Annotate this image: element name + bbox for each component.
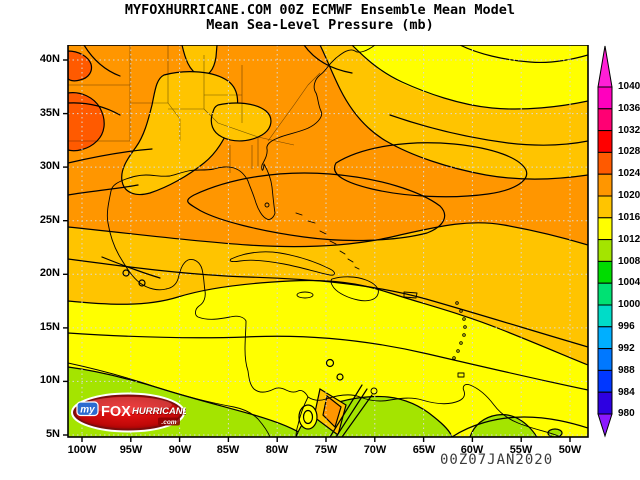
pressure-map: [63, 45, 589, 442]
cb-label-1028: 1028: [618, 146, 640, 157]
colorbar-arrow-bottom: [597, 413, 613, 438]
lat-label-20n: 20N: [39, 267, 60, 279]
lon-label-90w: 90W: [168, 444, 192, 456]
lon-label-95w: 95W: [119, 444, 143, 456]
colorbar-seg-1028-1032: [597, 130, 613, 153]
logo-my-badge: [76, 401, 99, 417]
axis-ticks: [63, 59, 571, 442]
lat-label-25n: 25N: [39, 214, 60, 226]
colorbar-seg-988-992: [597, 348, 613, 371]
colorbar: [597, 45, 613, 438]
lon-label-85w: 85W: [216, 444, 240, 456]
chart-title: MYFOXHURRICANE.COM 00Z ECMWF Ensemble Me…: [0, 3, 640, 33]
colorbar-seg-1024-1028: [597, 151, 613, 175]
colorbar-seg-992-996: [597, 326, 613, 350]
logo-com-text: .com: [161, 419, 176, 426]
coastlines: [68, 45, 561, 437]
contour-lines: [68, 45, 588, 437]
colorbar-seg-980-984: [597, 391, 613, 415]
chart-title-line1: MYFOXHURRICANE.COM 00Z ECMWF Ensemble Me…: [124, 2, 516, 18]
lat-label-35n: 35N: [39, 107, 60, 119]
colorbar-seg-1000-1004: [597, 282, 613, 306]
cb-label-980: 980: [618, 408, 635, 419]
cb-label-1024: 1024: [618, 168, 640, 179]
lat-label-30n: 30N: [39, 160, 60, 172]
cb-label-1000: 1000: [618, 299, 640, 310]
lon-label-80w: 80W: [265, 444, 289, 456]
cb-label-996: 996: [618, 321, 635, 332]
cb-label-1040: 1040: [618, 81, 640, 92]
lon-label-75w: 75W: [314, 444, 338, 456]
grid-lines: [68, 45, 588, 437]
cb-label-1016: 1016: [618, 212, 640, 223]
colorbar-seg-1020-1024: [597, 173, 613, 197]
chart-title-line2: Mean Sea-Level Pressure (mb): [206, 17, 434, 33]
colorbar-seg-984-988: [597, 369, 613, 393]
lon-label-70w: 70W: [363, 444, 387, 456]
lon-label-55w: 55W: [509, 444, 533, 456]
cb-label-1032: 1032: [618, 125, 640, 136]
logo-hurricane-text: HURRICANE: [132, 406, 186, 417]
pressure-fills: [68, 45, 588, 437]
lat-label-40n: 40N: [39, 53, 60, 65]
cb-label-1036: 1036: [618, 103, 640, 114]
lon-label-60w: 60W: [460, 444, 484, 456]
map-frame: [67, 45, 589, 438]
cb-label-1020: 1020: [618, 190, 640, 201]
run-timestamp: 00Z07JAN2020: [440, 452, 554, 468]
cb-label-1008: 1008: [618, 256, 640, 267]
cb-label-1012: 1012: [618, 234, 640, 245]
colorbar-seg-1008-1012: [597, 239, 613, 262]
colorbar-seg-1004-1008: [597, 260, 613, 284]
colorbar-seg-996-1000: [597, 304, 613, 328]
logo-fox-text: FOX: [101, 404, 131, 420]
lat-label-10n: 10N: [39, 374, 60, 386]
colorbar-arrow-top: [597, 45, 613, 88]
myfoxhurricane-logo: my FOX HURRICANE HURRICANE .com: [71, 392, 187, 433]
cb-label-1004: 1004: [618, 277, 640, 288]
colorbar-seg-1012-1016: [597, 217, 613, 241]
state-borders: [68, 45, 321, 173]
lon-label-50w: 50W: [558, 444, 582, 456]
colorbar-seg-1036-1040: [597, 86, 613, 110]
logo-hurricane-shadow: HURRICANE: [133, 407, 187, 418]
lat-label-5n: 5N: [45, 428, 60, 440]
lon-label-100w: 100W: [67, 444, 97, 456]
lon-label-65w: 65W: [412, 444, 436, 456]
cb-label-984: 984: [618, 387, 635, 398]
cb-label-992: 992: [618, 343, 635, 354]
logo-my-text: my: [80, 405, 95, 416]
colorbar-seg-1016-1020: [597, 195, 613, 219]
cb-label-988: 988: [618, 365, 635, 376]
colorbar-seg-1032-1036: [597, 108, 613, 132]
lat-label-15n: 15N: [39, 321, 60, 333]
